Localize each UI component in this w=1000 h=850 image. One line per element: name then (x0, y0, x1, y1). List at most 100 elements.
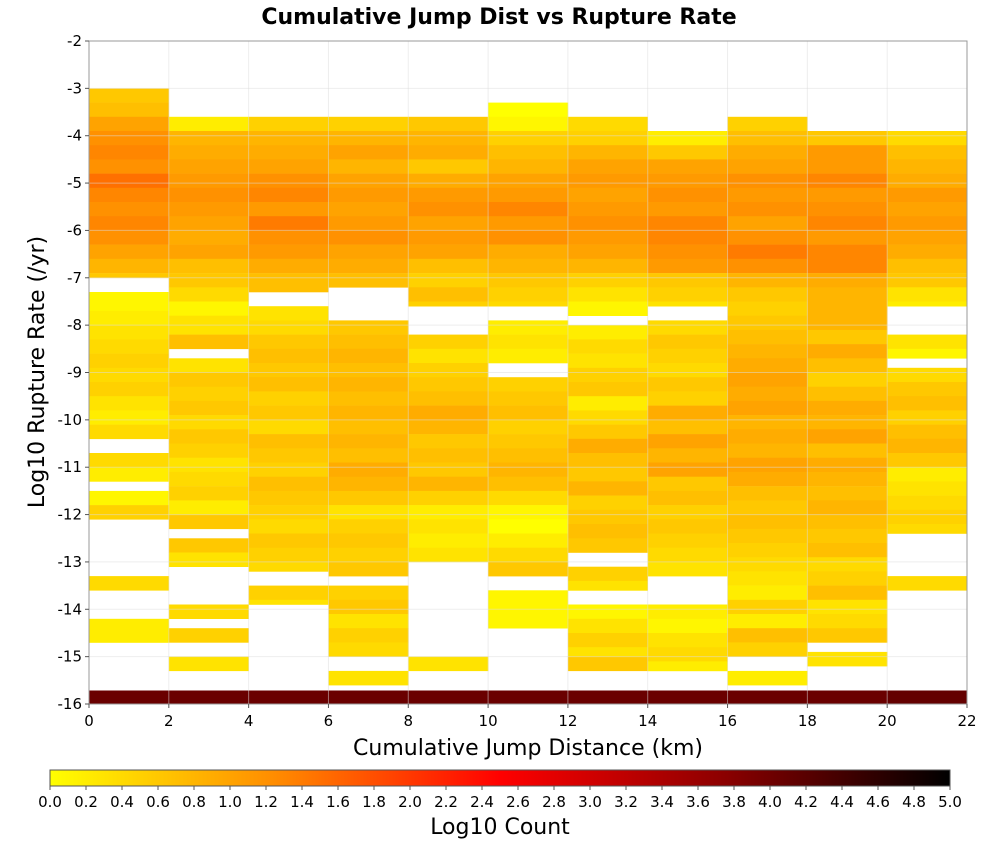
colorbar-tick-label: 2.0 (398, 793, 422, 811)
heatmap-cell (567, 145, 648, 160)
colorbar-tick-label: 0.6 (146, 793, 170, 811)
heatmap-cell (248, 258, 329, 274)
heatmap-cell (887, 410, 968, 425)
heatmap-cell (248, 377, 329, 392)
heatmap-cell (647, 363, 728, 378)
heatmap-cell (89, 490, 170, 506)
heatmap-cell (887, 382, 968, 397)
colorbar-tick-label: 0.2 (74, 793, 98, 811)
heatmap-cell (727, 486, 808, 501)
heatmap-cell (488, 462, 569, 477)
heatmap-cell (807, 471, 888, 487)
heatmap-cell (168, 173, 249, 189)
heatmap-cell (168, 273, 249, 288)
heatmap-cell (248, 216, 329, 231)
heatmap-cell (328, 585, 409, 601)
heatmap-cell (647, 462, 728, 477)
heatmap-cell (89, 131, 170, 146)
heatmap-cell (328, 599, 409, 615)
heatmap-cell (647, 405, 728, 421)
heatmap-cell (168, 552, 249, 567)
heatmap-cell (567, 258, 648, 274)
heatmap-cell (807, 273, 888, 288)
heatmap-cell (408, 533, 489, 548)
heatmap-cell (567, 325, 648, 340)
heatmap-cell (727, 372, 808, 387)
heatmap-cell (328, 187, 409, 203)
heatmap-cell (887, 367, 968, 383)
heatmap-cell (488, 476, 569, 492)
heatmap-cell (807, 244, 888, 260)
heatmap-cell (408, 230, 489, 245)
heatmap-cell (488, 173, 569, 189)
heatmap-cell (567, 538, 648, 553)
heatmap-cell (727, 543, 808, 558)
heatmap-cell (168, 358, 249, 373)
heatmap-cell (408, 448, 489, 463)
heatmap-cell (328, 391, 409, 406)
heatmap-cell (408, 363, 489, 378)
heatmap-cell (248, 561, 329, 572)
heatmap-cell (168, 131, 249, 146)
heatmap-cell (807, 216, 888, 231)
y-tick-label: -9 (67, 364, 82, 382)
y-tick-label: -4 (67, 127, 82, 145)
colorbar-tick-label: 1.6 (326, 793, 350, 811)
heatmap-cell (567, 116, 648, 132)
heatmap-cell (567, 618, 648, 634)
heatmap-cell (727, 173, 808, 189)
heatmap-cell (328, 448, 409, 463)
heatmap-cell (248, 419, 329, 435)
heatmap-cell (328, 670, 409, 686)
heatmap-cell (328, 348, 409, 364)
heatmap-cell (887, 216, 968, 231)
heatmap-cell (807, 372, 888, 387)
heatmap-cell (168, 216, 249, 231)
heatmap-cell (328, 230, 409, 245)
heatmap-cell (727, 571, 808, 586)
heatmap-cell (647, 519, 728, 534)
heatmap-cell (647, 230, 728, 245)
heatmap-cell (328, 131, 409, 146)
heatmap-cell (168, 202, 249, 217)
heatmap-cell (807, 628, 888, 643)
colorbar-tick-label: 5.0 (938, 793, 962, 811)
heatmap-cell (727, 599, 808, 615)
colorbar-tick-label: 3.2 (614, 793, 638, 811)
heatmap-cell (727, 329, 808, 345)
heatmap-cell (807, 486, 888, 501)
heatmap-cell (488, 533, 569, 548)
heatmap-cell (647, 301, 728, 307)
heatmap-cell (887, 145, 968, 160)
heatmap-cell (328, 173, 409, 189)
heatmap-cell (408, 490, 489, 506)
heatmap-cell (328, 320, 409, 335)
heatmap-cell (807, 202, 888, 217)
y-tick-label: -7 (67, 269, 82, 287)
heatmap-cell (567, 524, 648, 539)
heatmap-cell (567, 216, 648, 231)
heatmap-cell (89, 410, 170, 425)
heatmap-cell (89, 216, 170, 231)
y-tick-label: -6 (67, 221, 82, 239)
heatmap-cell (727, 614, 808, 629)
heatmap-cell (727, 400, 808, 416)
x-tick-label: 4 (244, 712, 254, 730)
colorbar-tick-label: 2.6 (506, 793, 530, 811)
heatmap-cell (488, 448, 569, 463)
heatmap-cell (328, 561, 409, 577)
heatmap-cell (488, 334, 569, 350)
heatmap-cell (488, 547, 569, 563)
heatmap-cell (807, 344, 888, 359)
heatmap-cell (727, 230, 808, 245)
heatmap-cell (887, 202, 968, 217)
heatmap-cell (647, 287, 728, 302)
colorbar-tick-label: 4.2 (794, 793, 818, 811)
heatmap-cell (89, 102, 170, 118)
gridlines (88, 40, 968, 705)
heatmap-cell (488, 244, 569, 260)
heatmap-cell (328, 434, 409, 449)
heatmap-cell (567, 690, 648, 704)
heatmap-cell (807, 400, 888, 416)
y-tick-label: -15 (58, 648, 83, 666)
